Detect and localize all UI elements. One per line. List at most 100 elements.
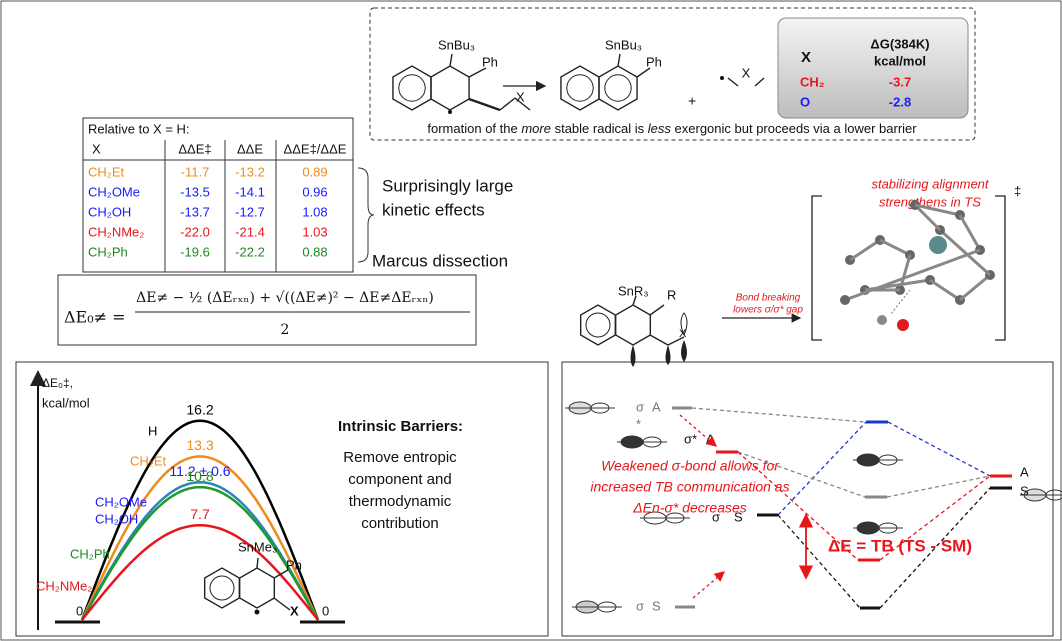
label: CH₂OMe (88, 184, 140, 199)
label: Bond breaking (736, 293, 801, 304)
label: ΔΔE (237, 141, 263, 156)
label: SnBu₃ (605, 37, 642, 52)
label: SnMe₃ (238, 539, 277, 554)
brace (358, 168, 374, 262)
atom (840, 295, 850, 305)
label: 0 (322, 603, 329, 618)
label: σ (636, 399, 644, 414)
label: X (290, 603, 299, 618)
label: -13.2 (235, 164, 265, 179)
label: CH₂OMe (95, 494, 147, 509)
label: X (516, 89, 525, 104)
label: R (667, 287, 676, 302)
label: CH₂Et (130, 453, 166, 468)
label: Surprisingly large (382, 176, 513, 195)
caption-part: formation of the (427, 121, 521, 136)
label: Weakened σ-bond allows for (601, 458, 780, 474)
label: 1.03 (302, 224, 327, 239)
label: -21.4 (235, 224, 265, 239)
label: Intrinsic Barriers: (338, 418, 463, 435)
peak-label: 16.2 (186, 401, 213, 417)
label: thermodynamic (349, 493, 452, 510)
label: -3.7 (889, 74, 911, 89)
bond (500, 98, 515, 110)
label: ΔEn-σ* decreases (632, 500, 747, 516)
label: σ (636, 598, 644, 613)
caption-part: less (648, 121, 672, 136)
label: CH₂Ph (70, 546, 110, 561)
label: A (1020, 464, 1029, 479)
label: 2 (281, 322, 290, 338)
label: stabilizing alignment (871, 176, 989, 191)
label: ΔE₀‡, (42, 376, 73, 390)
label: -11.7 (181, 164, 210, 179)
label: ‡ (1014, 183, 1021, 198)
caption: formation of the more stable radical is … (427, 121, 917, 136)
bond (850, 240, 880, 260)
label: increased TB communication as (590, 479, 789, 495)
label: contribution (361, 515, 439, 532)
figure: SnBu₃PhXSnBu₃Ph+XXΔG(384K)kcal/molCH₂-3.… (0, 0, 1062, 641)
label: H (148, 423, 157, 438)
label: component and (348, 471, 451, 488)
label: + (688, 93, 696, 109)
bracket (995, 196, 1005, 340)
label: ΔΔE‡ (178, 141, 211, 156)
label: -19.6 (180, 244, 210, 259)
orbital-lobe (666, 345, 671, 365)
label: ΔG(384K) (870, 36, 929, 51)
bond (450, 54, 452, 66)
bond (618, 54, 620, 66)
label: * (636, 416, 641, 431)
label: kcal/mol (42, 395, 90, 410)
atom (897, 319, 909, 331)
bond (755, 78, 764, 86)
label: -14.1 (235, 184, 265, 199)
label: ΔE≠ − ½ (ΔEᵣₓₙ) + √((ΔE≠)² − ΔE≠ΔEᵣₓₙ) (136, 290, 434, 306)
label: kcal/mol (874, 53, 926, 68)
bond (650, 305, 664, 315)
bond (960, 275, 990, 300)
radical-dot (255, 610, 260, 615)
label: CH₂NMe₂ (88, 224, 144, 239)
label: SnR₃ (618, 283, 649, 298)
bond (880, 240, 910, 255)
radical-dot (448, 110, 452, 114)
label: ΔΔE‡/ΔΔE (284, 141, 347, 156)
label: Marcus dissection (372, 251, 508, 270)
peak-label: 10.8 (186, 468, 213, 484)
caption-part: stable radical is (551, 121, 648, 136)
ring (616, 305, 651, 345)
bond (728, 78, 738, 86)
label: -2.8 (889, 94, 911, 109)
label: S (1020, 483, 1029, 498)
label: X (801, 49, 811, 66)
label: σ* (684, 431, 697, 446)
atom (877, 315, 887, 325)
caption-part: more (521, 121, 551, 136)
label: -22.0 (180, 224, 210, 239)
label: Relative to X = H: (88, 121, 190, 136)
label: ΔE = TB (TS - SM) (828, 536, 972, 555)
label: 1.08 (302, 204, 327, 219)
label: X (92, 141, 101, 156)
label: CH₂Ph (88, 244, 128, 259)
page: {"reaction":{"reactant":["SnBu₃","Ph","X… (0, 0, 1062, 641)
radical-dot (720, 76, 724, 80)
label: CH₂Et (88, 164, 124, 179)
label: 0.96 (302, 184, 327, 199)
label: Ph (286, 557, 302, 572)
label: CH₂ (800, 74, 825, 89)
peak-label: 7.7 (190, 506, 210, 522)
label: A (652, 399, 661, 414)
label: CH₂NMe₂ (36, 578, 92, 593)
label: 0.88 (302, 244, 327, 259)
caption-part: exergonic but proceeds via a lower barri… (671, 121, 917, 136)
label: S (652, 598, 661, 613)
bond (650, 335, 668, 345)
label: kinetic effects (382, 200, 485, 219)
bond (257, 558, 258, 568)
bracket (812, 196, 822, 340)
ring-inner (605, 75, 631, 101)
label: Ph (646, 54, 662, 69)
